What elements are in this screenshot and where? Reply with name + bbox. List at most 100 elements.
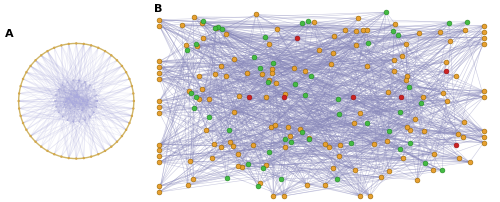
- Point: [15, 107, 23, 110]
- Point: [250, 55, 258, 58]
- Point: [480, 30, 488, 33]
- Point: [212, 26, 220, 29]
- Point: [366, 194, 374, 198]
- Text: A: A: [4, 29, 13, 39]
- Point: [262, 164, 270, 167]
- Point: [325, 145, 333, 149]
- Point: [462, 20, 470, 23]
- Point: [359, 28, 367, 32]
- Point: [402, 125, 410, 128]
- Point: [303, 183, 311, 186]
- Point: [460, 28, 468, 32]
- Point: [269, 194, 277, 198]
- Point: [452, 143, 460, 146]
- Point: [438, 169, 446, 172]
- Point: [156, 66, 164, 69]
- Point: [292, 83, 300, 86]
- Point: [304, 19, 312, 22]
- Point: [87, 44, 95, 47]
- Point: [280, 145, 288, 148]
- Point: [32, 140, 40, 143]
- Point: [370, 142, 378, 146]
- Point: [118, 64, 126, 67]
- Point: [352, 44, 360, 47]
- Point: [156, 24, 164, 27]
- Point: [286, 134, 294, 137]
- Point: [480, 129, 488, 132]
- Point: [272, 124, 280, 127]
- Point: [420, 129, 428, 132]
- Point: [270, 61, 278, 65]
- Point: [438, 91, 446, 94]
- Point: [327, 62, 335, 65]
- Point: [442, 70, 450, 73]
- Point: [113, 59, 121, 62]
- Point: [64, 42, 72, 45]
- Point: [156, 184, 164, 188]
- Point: [94, 46, 102, 49]
- Point: [328, 52, 336, 55]
- Point: [58, 44, 66, 47]
- Point: [211, 73, 219, 76]
- Point: [406, 128, 414, 132]
- Point: [193, 44, 201, 48]
- Point: [182, 44, 190, 47]
- Point: [278, 177, 285, 180]
- Point: [386, 170, 394, 173]
- Point: [268, 71, 276, 74]
- Point: [480, 36, 488, 39]
- Point: [330, 35, 338, 38]
- Point: [234, 152, 241, 155]
- Point: [266, 151, 274, 154]
- Point: [208, 157, 216, 160]
- Point: [192, 96, 200, 99]
- Point: [384, 90, 392, 94]
- Point: [223, 176, 231, 179]
- Point: [264, 81, 272, 84]
- Point: [302, 69, 310, 72]
- Point: [446, 21, 454, 24]
- Point: [480, 89, 488, 93]
- Point: [72, 157, 80, 160]
- Point: [290, 66, 298, 70]
- Point: [480, 95, 488, 99]
- Point: [384, 140, 392, 143]
- Point: [333, 178, 341, 181]
- Point: [44, 49, 52, 53]
- Point: [452, 74, 460, 77]
- Point: [243, 71, 251, 75]
- Point: [322, 143, 330, 146]
- Point: [130, 92, 138, 95]
- Point: [156, 161, 164, 164]
- Point: [190, 107, 198, 110]
- Point: [122, 128, 130, 132]
- Point: [126, 77, 134, 81]
- Point: [252, 13, 260, 16]
- Point: [436, 30, 444, 33]
- Point: [126, 121, 134, 125]
- Point: [198, 21, 206, 25]
- Point: [156, 78, 164, 81]
- Point: [421, 161, 429, 164]
- Point: [156, 105, 164, 108]
- Point: [37, 54, 45, 57]
- Point: [266, 78, 274, 82]
- Point: [214, 25, 222, 28]
- Point: [284, 126, 292, 129]
- Point: [254, 184, 262, 188]
- Point: [310, 20, 318, 23]
- Point: [460, 135, 468, 138]
- Point: [217, 146, 225, 149]
- Point: [352, 29, 360, 32]
- Point: [44, 149, 52, 153]
- Point: [321, 183, 329, 186]
- Point: [402, 79, 410, 82]
- Point: [184, 48, 192, 51]
- Point: [211, 26, 219, 29]
- Point: [122, 70, 130, 74]
- Point: [156, 111, 164, 115]
- Point: [37, 145, 45, 148]
- Point: [192, 43, 200, 46]
- Point: [454, 132, 462, 135]
- Point: [202, 129, 210, 132]
